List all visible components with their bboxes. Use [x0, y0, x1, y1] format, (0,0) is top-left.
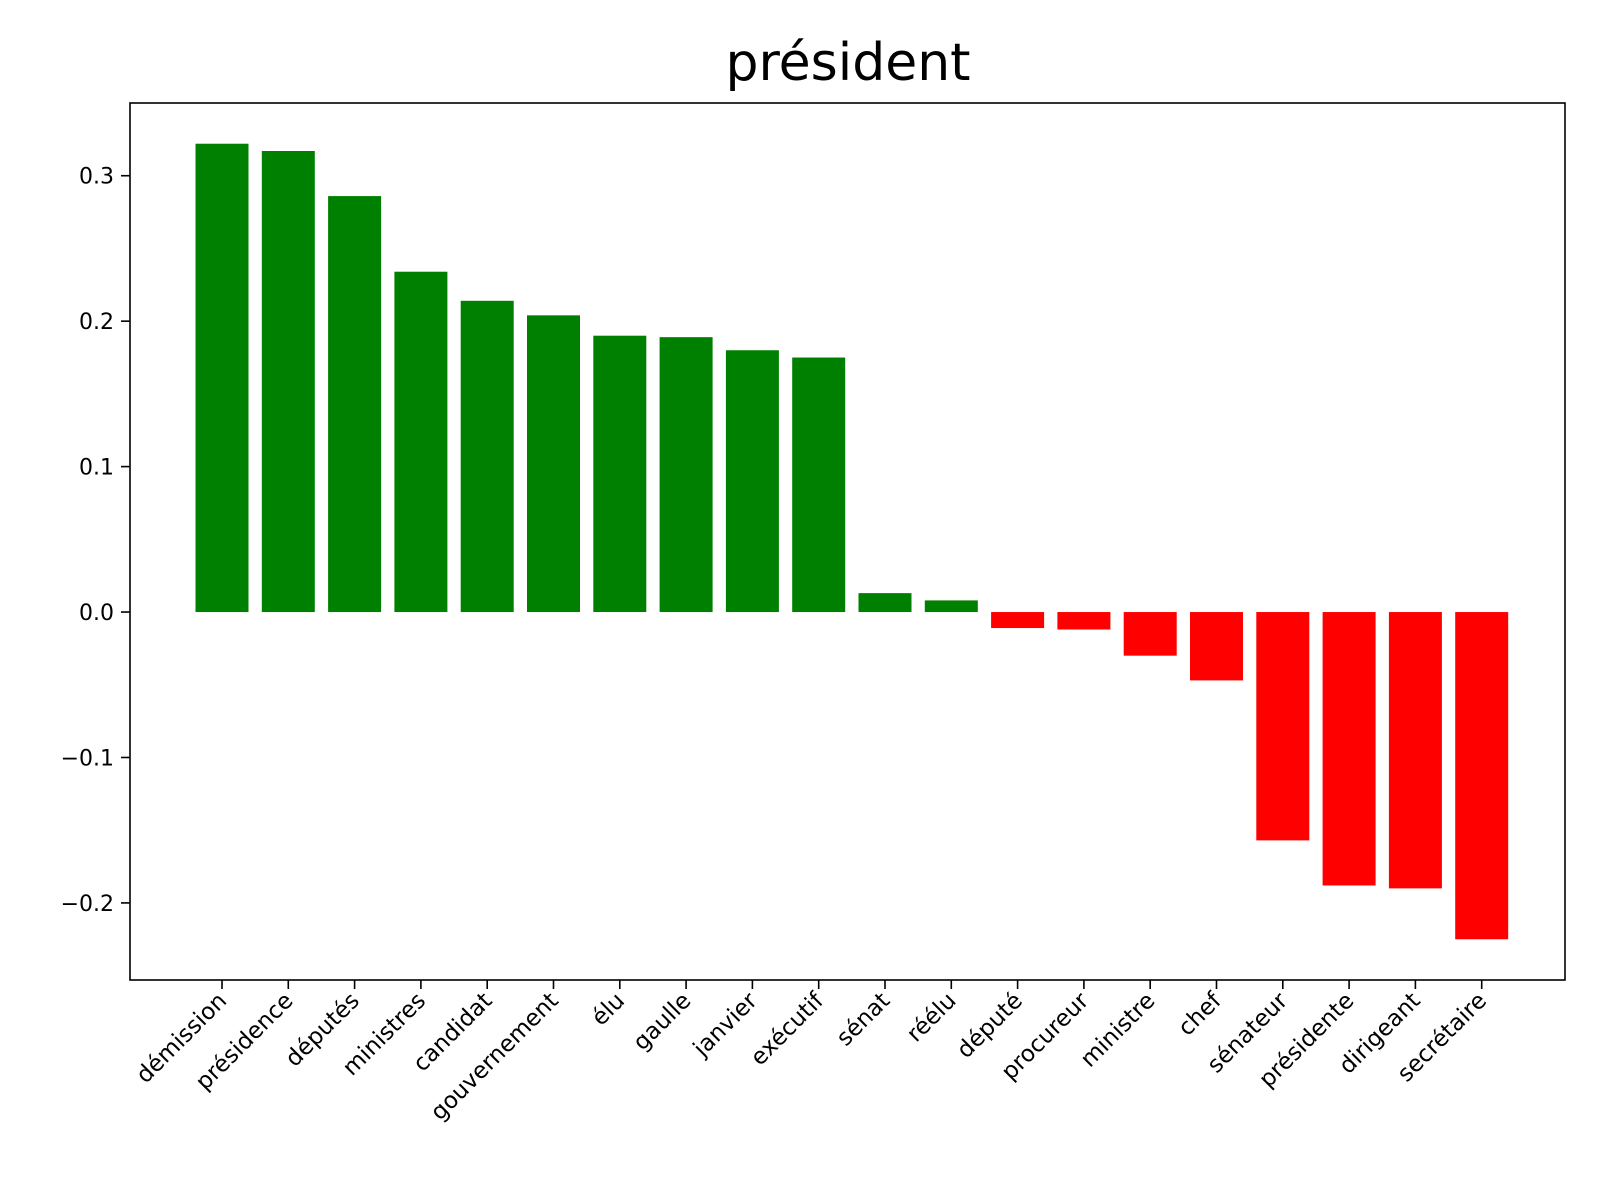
y-tick-label: 0.1: [79, 456, 114, 481]
x-axis: démissionprésidencedéputésministrescandi…: [131, 980, 1492, 1126]
y-tick-label: 0.3: [79, 165, 114, 190]
bar-6: [593, 335, 647, 613]
bar-9: [792, 357, 846, 613]
x-tick-label: exécutif: [746, 987, 830, 1071]
bar-13: [1057, 612, 1111, 630]
bar-14: [1123, 612, 1177, 656]
y-tick-label: −0.2: [61, 892, 114, 917]
x-tick-label: chef: [1173, 987, 1227, 1041]
bar-17: [1322, 612, 1376, 886]
bar-5: [527, 315, 580, 613]
x-tick-label: sénat: [832, 988, 896, 1052]
bar-2: [328, 196, 382, 613]
plot-frame: [129, 102, 1566, 981]
bar-8: [725, 350, 779, 613]
bars-group: [195, 143, 1509, 940]
bar-0: [195, 143, 249, 613]
y-tick-label: 0.0: [79, 601, 114, 626]
bar-7: [659, 337, 713, 613]
bar-11: [924, 600, 978, 613]
bar-15: [1190, 612, 1243, 681]
bar-12: [991, 612, 1045, 629]
y-axis: −0.2 −0.1 0.0 0.1 0.2 0.3: [61, 165, 130, 917]
bar-10: [858, 593, 912, 613]
bar-1: [261, 151, 315, 613]
bar-16: [1256, 612, 1310, 841]
y-tick-label: −0.1: [61, 746, 114, 771]
y-tick-label: 0.2: [79, 310, 114, 335]
bar-3: [394, 271, 448, 613]
x-tick-label: gaulle: [628, 988, 696, 1056]
bar-18: [1388, 612, 1442, 889]
x-tick-label: réélu: [902, 988, 962, 1048]
x-tick-label: élu: [587, 988, 630, 1031]
chart-title: président: [725, 33, 970, 93]
bar-4: [460, 300, 514, 613]
bar-19: [1455, 612, 1509, 940]
